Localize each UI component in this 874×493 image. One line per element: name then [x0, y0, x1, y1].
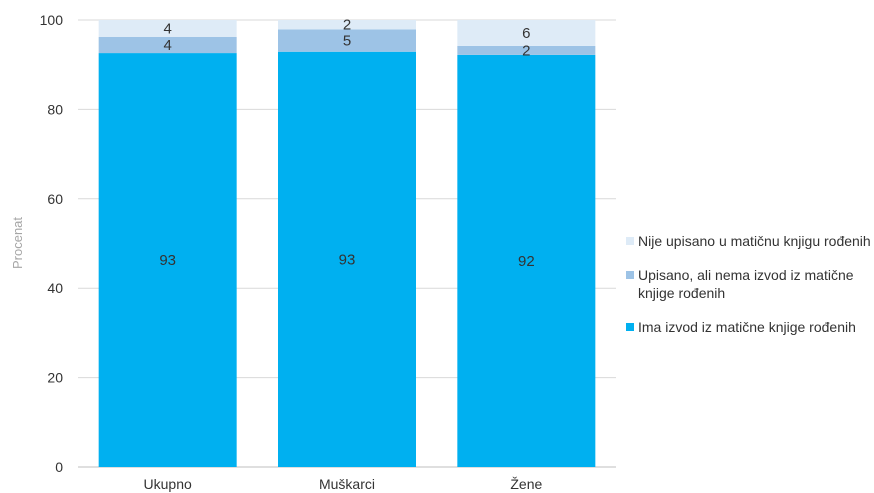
y-tick-label-100: 100 [40, 12, 64, 28]
bar-0-series-2 [98, 20, 237, 37]
x-category-label-0: Ukupno [144, 476, 192, 492]
legend-swatch-nije-upisano [626, 237, 634, 245]
data-label-0-series-2: 4 [163, 20, 171, 37]
legend-item-nije-upisano: Nije upisano u matičnu knjigu rođenih [626, 232, 874, 250]
legend-label-nije-upisano: Nije upisano u matičnu knjigu rođenih [638, 233, 871, 249]
bar-1-series-1 [278, 29, 416, 52]
x-axis-categories: Ukupno Muškarci Žene [144, 476, 543, 492]
y-tick-label-40: 40 [47, 280, 63, 296]
bar-2-series-1 [457, 45, 596, 55]
data-label-2-series-2: 6 [522, 25, 530, 42]
y-tick-label-60: 60 [47, 191, 63, 207]
y-axis-label: Procenat [10, 217, 25, 269]
data-label-0-series-1: 4 [163, 37, 171, 54]
legend-item-upisano-bez-izvoda: Upisano, ali nema izvod iz matične knjig… [626, 266, 874, 302]
bar-2-series-2 [457, 20, 596, 46]
y-tick-label-0: 0 [55, 459, 63, 475]
legend: Nije upisano u matičnu knjigu rođenih Up… [626, 232, 874, 352]
bars [98, 20, 596, 468]
bar-0-series-0 [98, 53, 237, 467]
y-axis-ticks: 0 20 40 60 80 100 [40, 12, 64, 475]
data-label-1-series-0: 93 [339, 251, 356, 268]
y-tick-label-80: 80 [47, 101, 63, 117]
data-label-1-series-1: 5 [343, 33, 351, 50]
data-label-0-series-0: 93 [159, 252, 176, 269]
legend-swatch-ima-izvod [626, 323, 634, 331]
bar-1-series-0 [278, 51, 416, 467]
legend-label-ima-izvod: Ima izvod iz matične knjige rođenih [638, 319, 856, 335]
legend-item-ima-izvod: Ima izvod iz matične knjige rođenih [626, 318, 874, 336]
data-label-1-series-2: 2 [343, 17, 351, 34]
y-tick-label-20: 20 [47, 370, 63, 386]
legend-label-upisano-bez-izvoda: Upisano, ali nema izvod iz matične knjig… [638, 267, 854, 301]
x-category-label-2: Žene [510, 476, 542, 492]
bar-0-series-1 [98, 36, 237, 54]
legend-swatch-upisano-bez-izvoda [626, 271, 634, 279]
bar-1-series-2 [278, 20, 416, 30]
bar-2-series-0 [457, 54, 596, 468]
data-label-2-series-1: 2 [522, 42, 530, 59]
data-label-2-series-0: 92 [518, 253, 535, 270]
x-category-label-1: Muškarci [319, 476, 375, 492]
